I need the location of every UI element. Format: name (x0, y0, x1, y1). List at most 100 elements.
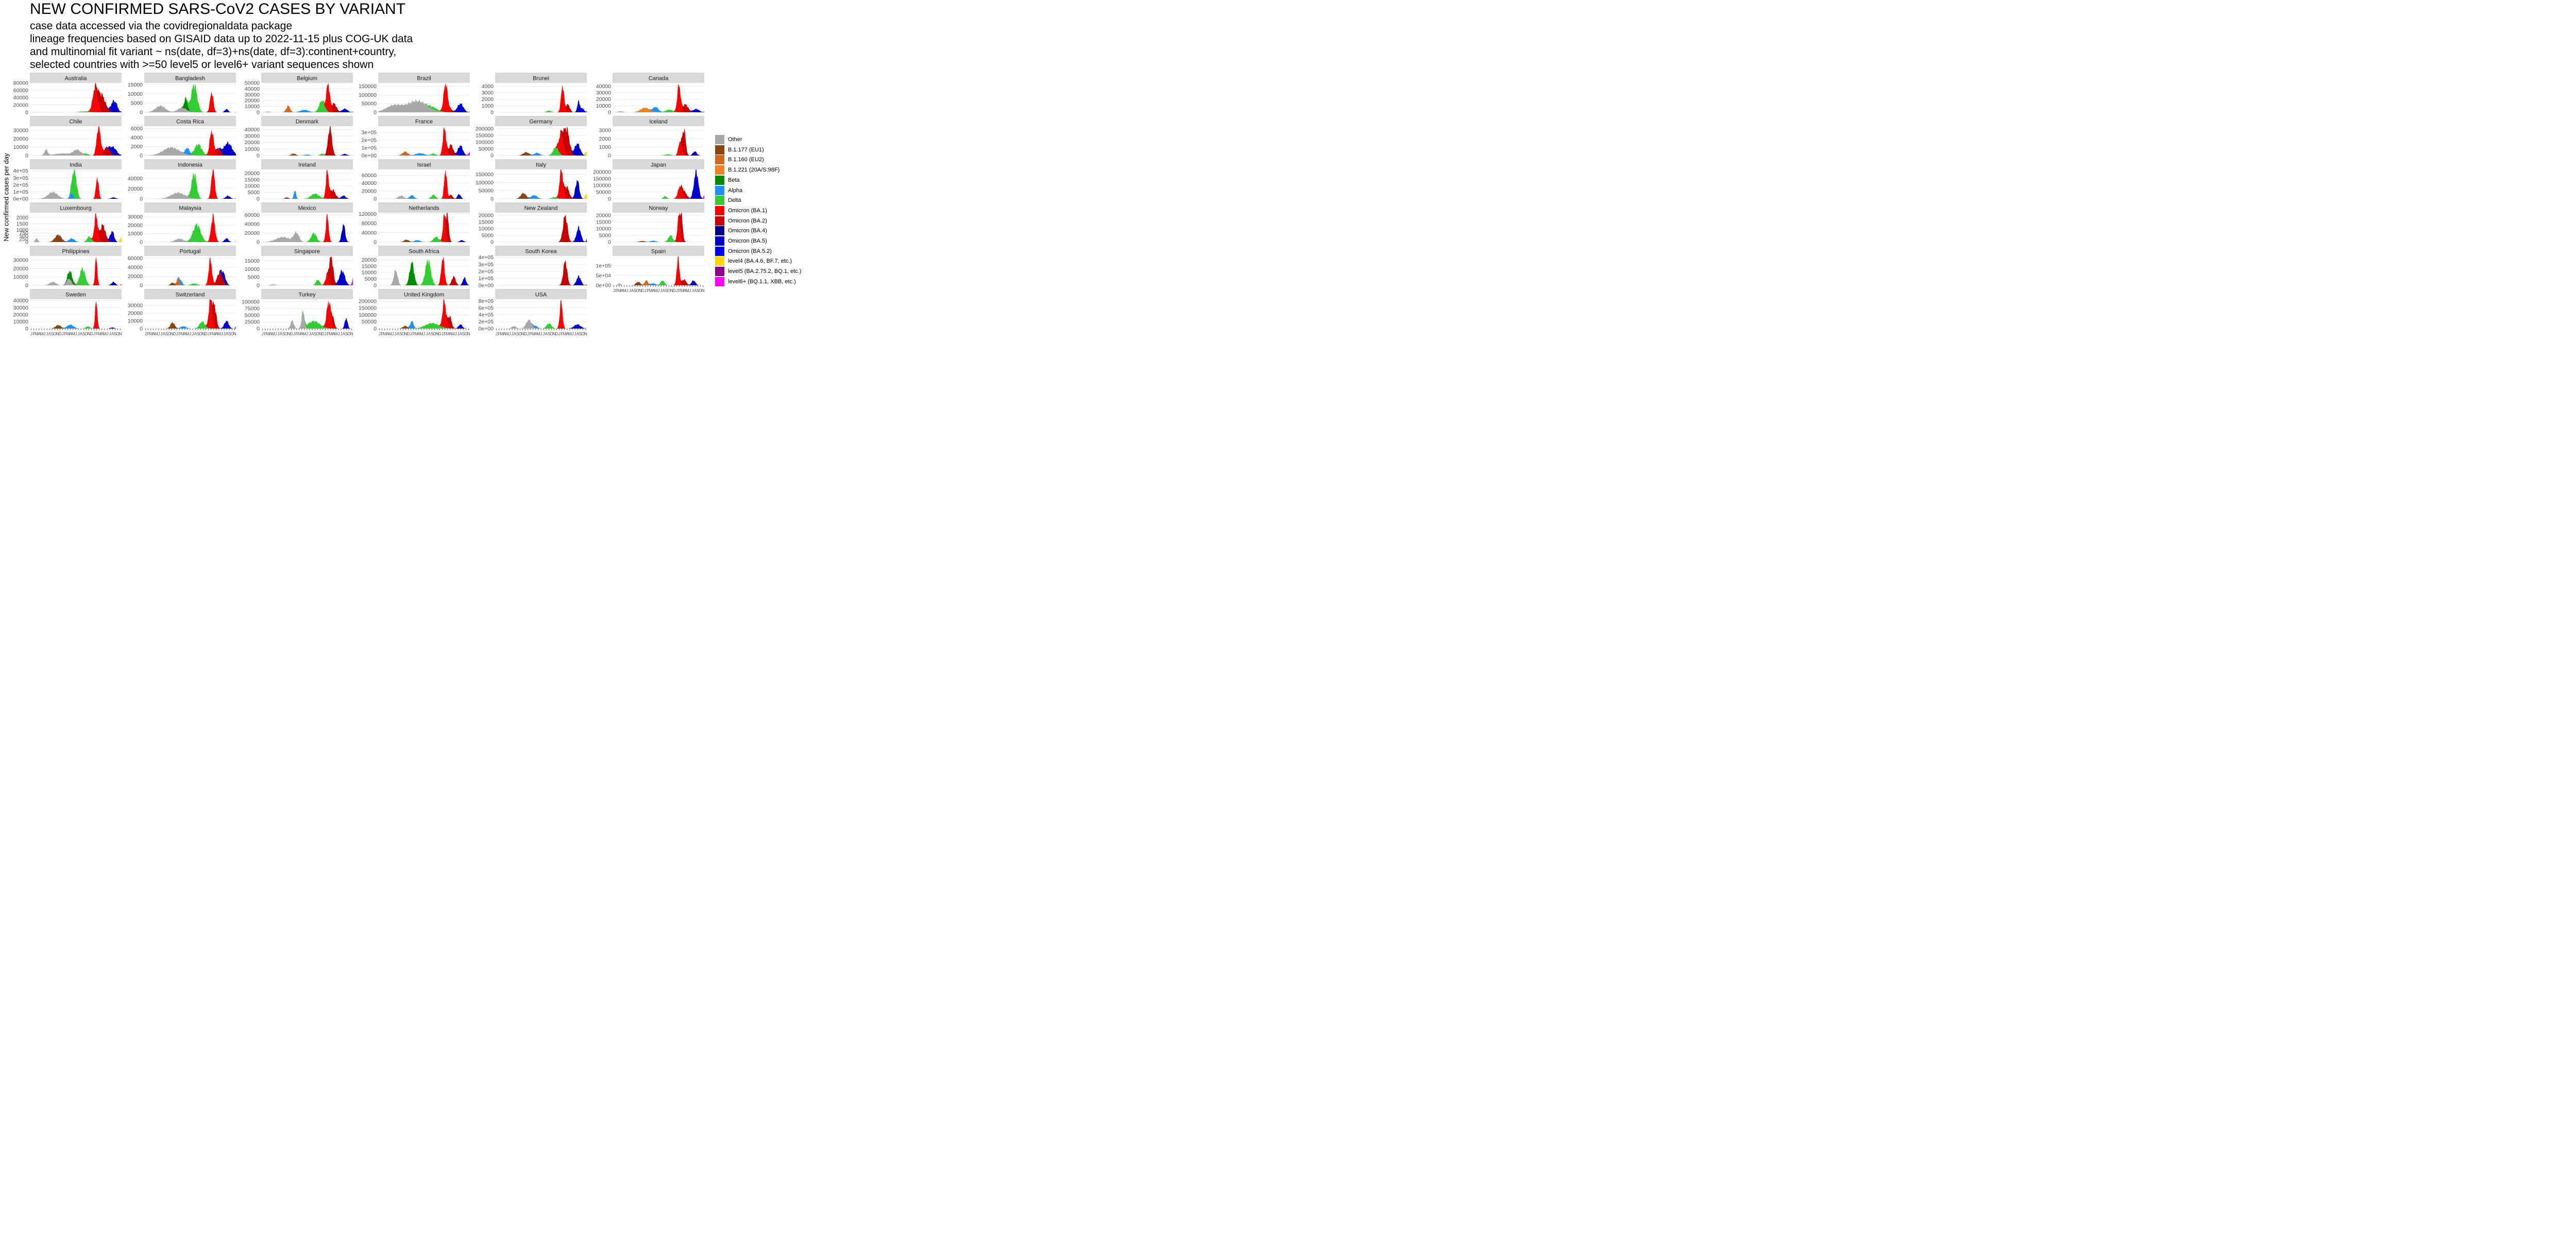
y-tick-label: 0 (608, 110, 611, 116)
panel-strip (378, 246, 470, 256)
y-tick-label: 15000 (245, 177, 260, 183)
x-tick-label: S (634, 288, 636, 293)
x-tick-label: F (327, 332, 330, 336)
panel-strip (495, 202, 587, 213)
panel-portugal: Portugal 0 20000 40000 60000 (128, 246, 236, 289)
y-tick-label: 0 (25, 153, 28, 159)
legend-swatch (715, 175, 724, 185)
x-tick-label: J (340, 332, 342, 336)
x-tick-label: O (519, 332, 522, 336)
area-alpha (378, 239, 470, 242)
y-tick-label: 3e+05 (479, 262, 494, 268)
x-tick-label: F (647, 288, 650, 293)
area-omicron-ba-2 (613, 213, 704, 242)
area-level6-bq-1-1-xbb-etc (144, 213, 236, 242)
y-tick-label: 20000 (245, 170, 260, 177)
x-tick-label: O (465, 332, 468, 336)
y-tick-label: 5000 (482, 233, 494, 239)
panel-strip (144, 289, 236, 299)
x-tick-label: J (394, 332, 396, 336)
y-tick-label: 0e+00 (596, 283, 612, 289)
area-omicron-ba-5 (261, 213, 353, 242)
area-omicron-ba-1 (261, 169, 353, 199)
x-tick-label: M (186, 332, 190, 336)
legend-label: Omicron (BA.1) (728, 207, 767, 214)
x-tick-label: A (311, 332, 314, 336)
area-other (144, 146, 236, 156)
x-tick-label: J (392, 332, 394, 336)
x-tick-label: M (420, 332, 423, 336)
x-tick-label: A (111, 332, 114, 336)
y-tick-label: 0 (608, 196, 611, 202)
x-tick-label: M (649, 288, 653, 293)
legend-label: Omicron (BA.5) (728, 238, 767, 244)
panel-strip (495, 159, 587, 169)
y-tick-label: 50000 (479, 188, 494, 194)
panel-singapore: Singapore 0 5000 10000 15000 (245, 246, 353, 289)
x-tick-label: J (145, 332, 147, 336)
x-tick-label: M (98, 332, 101, 336)
panel-title: Brazil (417, 76, 431, 82)
x-tick-label: J (75, 332, 77, 336)
y-tick-label: 30000 (128, 214, 143, 220)
x-tick-label: F (179, 332, 181, 336)
y-tick-label: 3e+05 (362, 130, 377, 136)
x-tick-label: F (147, 332, 149, 336)
y-tick-label: 0 (257, 153, 260, 159)
y-tick-label: 50000 (362, 101, 377, 107)
panel-title: Brunei (533, 76, 549, 82)
x-tick-label: F (413, 332, 415, 336)
y-tick-label: 10000 (596, 226, 611, 232)
panel-title: Costa Rica (176, 119, 205, 125)
panel-strip (495, 289, 587, 299)
x-tick-label: A (300, 332, 303, 336)
x-tick-label: N (436, 332, 439, 336)
y-tick-label: 150000 (476, 133, 494, 139)
y-tick-label: 150000 (359, 305, 377, 312)
panel-title: Malaysia (179, 205, 201, 212)
x-tick-label: M (686, 288, 689, 293)
area-delta (613, 235, 704, 242)
y-tick-label: 120000 (359, 211, 377, 217)
legend-label: level5 (BA.2.75.2, BQ.1, etc.) (728, 268, 802, 275)
chart-subtitle-line-3: and multinomial fit variant ~ ns(date, d… (30, 46, 397, 58)
x-tick-label: O (348, 332, 351, 336)
area-other (30, 148, 122, 156)
panel-title: Australia (65, 76, 88, 82)
x-tick-label: F (96, 332, 98, 336)
x-tick-label: O (668, 288, 671, 293)
panel-title: Spain (651, 249, 666, 255)
area-level6-bq-1-1-xbb-etc (613, 83, 704, 112)
area-delta (261, 100, 353, 112)
y-tick-label: 200000 (476, 126, 494, 132)
x-tick-label: S (548, 332, 550, 336)
area-omicron-ba-5 (378, 213, 470, 242)
y-tick-label: 1500 (16, 221, 29, 227)
panel-brazil: Brazil 0 50000 100000 150000 (359, 73, 470, 116)
panel-title: Switzerland (176, 292, 205, 298)
panel-strip (144, 202, 236, 213)
y-tick-label: 25000 (245, 319, 260, 325)
x-tick-label: F (296, 332, 298, 336)
y-tick-label: 200000 (359, 298, 377, 304)
panel-strip (261, 116, 353, 126)
area-omicron-ba-1 (144, 299, 236, 329)
x-tick-label: J (176, 332, 178, 336)
area-omicron-ba-5 (144, 213, 236, 242)
x-tick-label: F (498, 332, 500, 336)
legend-swatch (715, 256, 724, 266)
area-other (30, 191, 122, 199)
panel-title: South Africa (409, 249, 439, 255)
area-omicron-ba-1 (613, 256, 704, 285)
y-tick-label: 2e+05 (13, 182, 29, 188)
area-delta (144, 321, 236, 329)
x-tick-label: O (636, 288, 639, 293)
legend-swatch (715, 196, 724, 205)
panel-title: Netherlands (409, 205, 439, 212)
area-omicron-ba-2 (378, 169, 470, 199)
area-omicron-ba-2 (378, 127, 470, 156)
y-tick-label: 0e+00 (362, 153, 377, 159)
legend-label: level4 (BA.4.6, BF.7, etc.) (728, 258, 792, 265)
